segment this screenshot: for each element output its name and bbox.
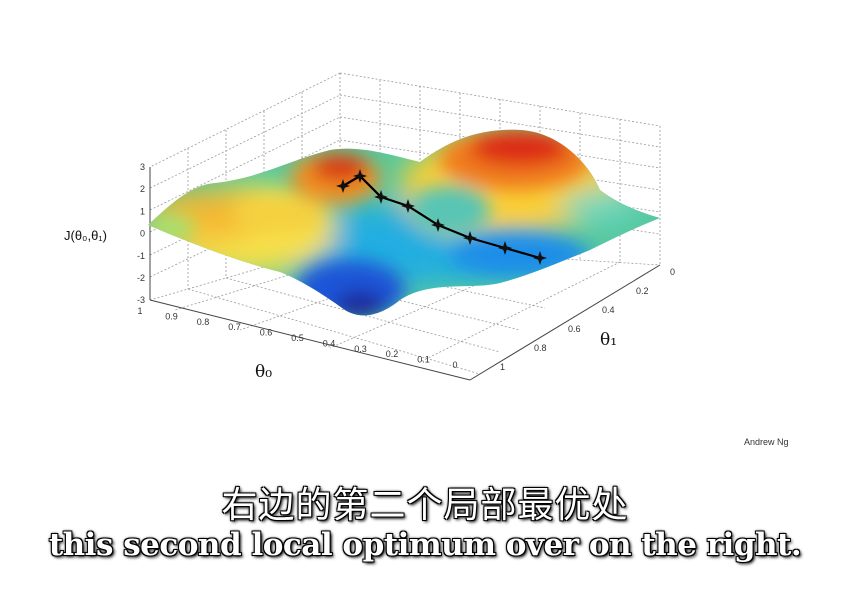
theta1-tick-label: 0.4 xyxy=(602,305,615,315)
descent-step-marker xyxy=(533,251,547,265)
theta1-tick-label: 1 xyxy=(500,362,505,372)
theta0-tick-label: 1 xyxy=(137,306,142,316)
descent-step-marker xyxy=(463,231,477,245)
descent-step-marker xyxy=(374,190,388,204)
theta1-tick-label: 0.6 xyxy=(568,324,581,334)
theta1-axis-ticks: 0 0.2 0.4 0.6 0.8 1 xyxy=(500,267,675,372)
theta0-tick-label: 0.1 xyxy=(417,355,430,365)
theta1-tick-label: 0.2 xyxy=(636,286,649,296)
descent-step-marker xyxy=(353,169,367,183)
theta0-tick-label: 0.9 xyxy=(165,311,178,321)
axis-lines xyxy=(149,167,661,381)
z-axis-ticks: 3 2 1 0 -1 -2 -3 xyxy=(137,162,145,305)
author-credit: Andrew Ng xyxy=(744,437,789,447)
descent-step-marker xyxy=(498,241,512,255)
z-axis-label: J(θ₀,θ₁) xyxy=(64,228,107,243)
theta0-tick-label: 0.7 xyxy=(228,322,241,332)
z-tick-label: -3 xyxy=(137,295,145,305)
descent-step-marker xyxy=(431,218,445,232)
z-tick-label: -1 xyxy=(137,251,145,261)
theta0-tick-label: 0 xyxy=(452,360,457,370)
z-tick-label: -2 xyxy=(137,273,145,283)
descent-step-marker xyxy=(401,199,415,213)
z-tick-label: 1 xyxy=(140,206,145,216)
z-tick-label: 3 xyxy=(140,162,145,172)
theta0-tick-label: 0.5 xyxy=(291,333,304,343)
surface-plot: 3 2 1 0 -1 -2 -3 1 0.9 0.8 0.7 0.6 0.5 0.4 0.3 0.2 0.1 0… xyxy=(64,72,675,382)
theta0-axis-label: θ₀ xyxy=(255,362,272,382)
descent-path xyxy=(336,169,547,265)
subtitle-chinese: 右边的第二个局部最优处 xyxy=(221,485,629,526)
descent-step-marker xyxy=(336,179,350,193)
subtitle-english: this second local optimum over on the ri… xyxy=(48,527,802,563)
theta1-axis-label: θ₁ xyxy=(600,330,617,350)
theta1-tick-label: 0 xyxy=(670,267,675,277)
z-tick-label: 2 xyxy=(140,184,145,194)
theta0-tick-label: 0.6 xyxy=(260,328,273,338)
theta0-tick-label: 0.3 xyxy=(354,344,367,354)
theta1-tick-label: 0.8 xyxy=(534,343,547,353)
theta0-tick-label: 0.2 xyxy=(386,349,399,359)
theta0-tick-label: 0.4 xyxy=(323,338,336,348)
theta0-axis-ticks: 1 0.9 0.8 0.7 0.6 0.5 0.4 0.3 0.2 0.1 0 xyxy=(137,306,457,370)
theta0-tick-label: 0.8 xyxy=(197,317,210,327)
cost-surface xyxy=(148,129,660,316)
z-tick-label: 0 xyxy=(140,229,145,239)
